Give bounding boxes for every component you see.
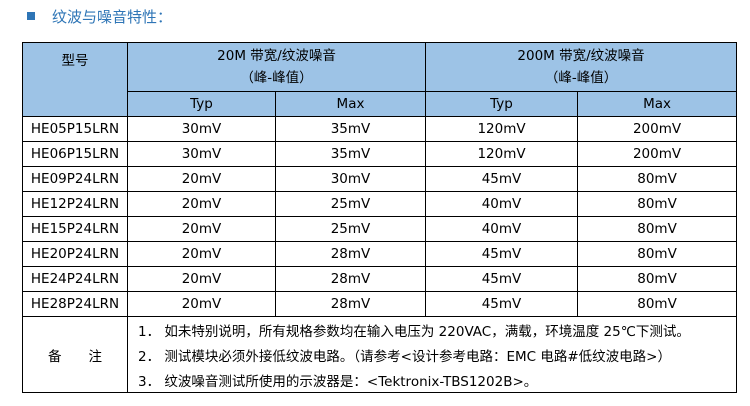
value-cell: 20mV: [127, 266, 276, 292]
data-row: HE05P15LRN 30mV 35mV 120mV 200mV: [22, 116, 738, 142]
model-cell: HE09P24LRN: [22, 166, 128, 192]
value-cell: 20mV: [127, 216, 276, 242]
note-text: 3． 纹波噪音测试所使用的示波器是：<Tektronix-TBS1202B>。: [126, 367, 738, 393]
group-label: 200M 带宽/纹波噪音: [517, 48, 645, 64]
data-row: HE06P15LRN 30mV 35mV 120mV 200mV: [22, 141, 738, 167]
value-cell: 80mV: [577, 166, 738, 192]
note-text: 2． 测试模块必须外接低纹波电路。（请参考<设计参考电路：EMC 电路#低纹波电…: [126, 342, 738, 367]
value-cell: 28mV: [274, 266, 427, 292]
value-cell: 80mV: [577, 241, 738, 267]
value-cell: 30mV: [274, 166, 427, 192]
model-cell: HE24P24LRN: [22, 266, 128, 292]
data-row: HE12P24LRN 20mV 25mV 40mV 80mV: [22, 191, 738, 217]
data-row: HE15P24LRN 20mV 25mV 40mV 80mV: [22, 216, 738, 242]
subheader: Max: [577, 91, 738, 117]
note-row: 2． 测试模块必须外接低纹波电路。（请参考<设计参考电路：EMC 电路#低纹波电…: [23, 342, 738, 367]
value-cell: 28mV: [274, 291, 427, 317]
header-row: 型号 20M 带宽/纹波噪音 （峰-峰值） 200M 带宽/纹波噪音 （峰-峰值）: [22, 42, 738, 117]
value-cell: 200mV: [577, 141, 738, 167]
value-cell: 120mV: [425, 141, 579, 167]
notes-label: 备 注: [22, 316, 128, 393]
data-row: HE09P24LRN 20mV 30mV 45mV 80mV: [22, 166, 738, 192]
value-cell: 40mV: [425, 216, 579, 242]
value-cell: 45mV: [425, 291, 579, 317]
model-cell: HE28P24LRN: [22, 291, 128, 317]
value-cell: 80mV: [577, 191, 738, 217]
value-cell: 45mV: [425, 241, 579, 267]
bullet-icon: [27, 12, 35, 20]
value-cell: 30mV: [127, 141, 276, 167]
value-cell: 45mV: [425, 166, 579, 192]
model-cell: HE06P15LRN: [22, 141, 128, 167]
subheader: Typ: [127, 91, 276, 117]
value-cell: 120mV: [425, 116, 579, 142]
data-row: HE28P24LRN 20mV 28mV 45mV 80mV: [22, 291, 738, 317]
section-title: 纹波与噪音特性：: [52, 8, 173, 26]
value-cell: 25mV: [274, 216, 427, 242]
group-header: 200M 带宽/纹波噪音 （峰-峰值）: [425, 42, 738, 92]
note-text: 1． 如未特别说明，所有规格参数均在输入电压为 220VAC，满载，环境温度 2…: [126, 316, 738, 342]
model-cell: HE20P24LRN: [22, 241, 128, 267]
subheader-row: Typ Max Typ Max: [23, 91, 738, 117]
value-cell: 40mV: [425, 191, 579, 217]
subheader: Max: [274, 91, 427, 117]
group-sublabel: （峰-峰值）: [240, 70, 313, 86]
value-cell: 25mV: [274, 191, 427, 217]
value-cell: 20mV: [127, 291, 276, 317]
group-header: 20M 带宽/纹波噪音 （峰-峰值）: [126, 42, 427, 92]
model-cell: HE15P24LRN: [22, 216, 128, 242]
data-row: HE24P24LRN 20mV 28mV 45mV 80mV: [22, 266, 738, 292]
group-label: 20M 带宽/纹波噪音: [217, 48, 336, 64]
data-row: HE20P24LRN 20mV 28mV 45mV 80mV: [22, 241, 738, 267]
value-cell: 20mV: [127, 191, 276, 217]
model-cell: HE12P24LRN: [22, 191, 128, 217]
value-cell: 20mV: [127, 166, 276, 192]
subheader: Typ: [425, 91, 579, 117]
note-row: 备 注 1． 如未特别说明，所有规格参数均在输入电压为 220VAC，满载，环境温…: [22, 316, 738, 393]
value-cell: 35mV: [274, 141, 427, 167]
value-cell: 45mV: [425, 266, 579, 292]
note-row: 3． 纹波噪音测试所使用的示波器是：<Tektronix-TBS1202B>。: [23, 367, 738, 393]
value-cell: 28mV: [274, 241, 427, 267]
group-sublabel: （峰-峰值）: [544, 70, 618, 86]
value-cell: 200mV: [577, 116, 738, 142]
value-cell: 35mV: [274, 116, 427, 142]
model-header: 型号: [22, 42, 128, 117]
value-cell: 20mV: [127, 241, 276, 267]
value-cell: 80mV: [577, 266, 738, 292]
value-cell: 30mV: [127, 116, 276, 142]
value-cell: 80mV: [577, 216, 738, 242]
model-cell: HE05P15LRN: [22, 116, 128, 142]
value-cell: 80mV: [577, 291, 738, 317]
ripple-table: 型号 20M 带宽/纹波噪音 （峰-峰值） 200M 带宽/纹波噪音 （峰-峰值） Typ…: [22, 42, 738, 393]
